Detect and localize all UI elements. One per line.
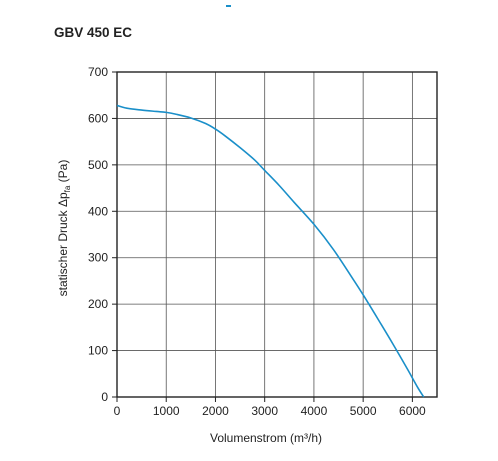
y-tick-label: 200 <box>88 297 108 311</box>
y-tick-label: 100 <box>88 344 108 358</box>
grid <box>117 72 437 397</box>
y-tick-label: 0 <box>101 390 108 404</box>
plot-frame <box>116 71 438 398</box>
x-axis-ticks: 0 1000 2000 3000 4000 5000 6000 <box>114 397 426 418</box>
x-tick-label: 4000 <box>301 404 328 418</box>
x-tick-label: 3000 <box>251 404 278 418</box>
y-tick-label: 600 <box>88 111 108 125</box>
x-axis-label: Volumenstrom (m³/h) <box>210 431 322 445</box>
y-axis-label-main: statischer Druck Δp <box>56 192 70 296</box>
y-tick-label: 400 <box>88 204 108 218</box>
y-tick-label: 500 <box>88 158 108 172</box>
decorative-dash <box>226 5 231 7</box>
x-tick-label: 0 <box>114 404 121 418</box>
x-tick-label: 2000 <box>202 404 229 418</box>
y-axis-label-subscript: fa <box>63 185 72 192</box>
pressure-curve <box>116 104 425 398</box>
x-tick-label: 1000 <box>153 404 180 418</box>
y-axis-label-unit: (Pa) <box>56 160 70 186</box>
x-tick-label: 5000 <box>350 404 377 418</box>
chart-title: GBV 450 EC <box>54 25 132 40</box>
y-axis-label: statischer Druck Δpfa (Pa) <box>56 160 72 297</box>
y-tick-label: 300 <box>88 251 108 265</box>
y-tick-label: 700 <box>88 65 108 79</box>
x-tick-label: 6000 <box>399 404 426 418</box>
y-axis-ticks: 0 100 200 300 400 500 600 700 <box>88 65 117 404</box>
